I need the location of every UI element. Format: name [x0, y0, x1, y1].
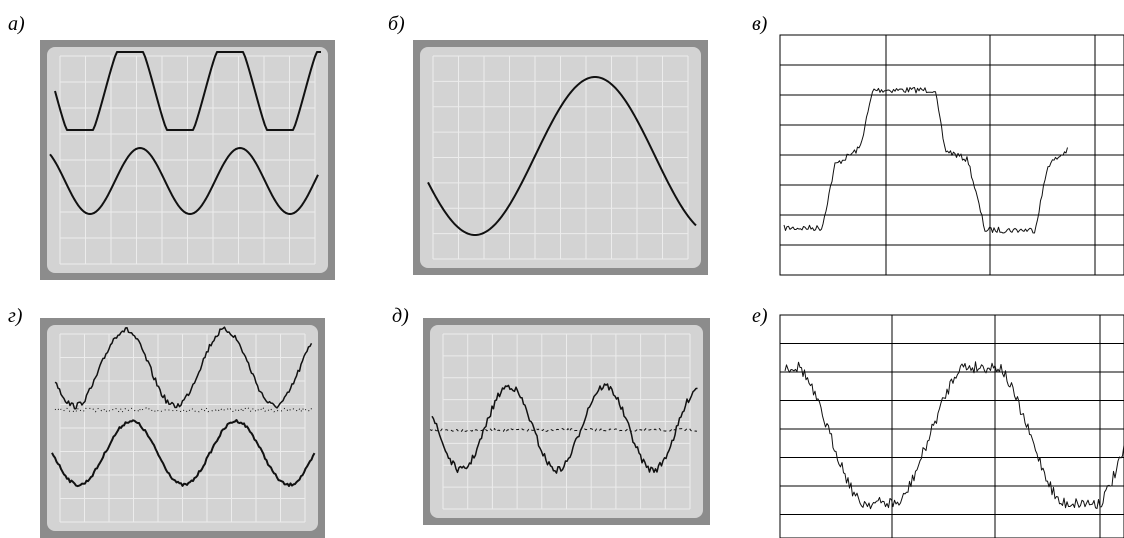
panel-label: в) — [752, 13, 768, 35]
panel-label: е) — [752, 305, 768, 327]
waveform — [784, 361, 1124, 510]
waveform — [783, 87, 1068, 234]
panel-label: а) — [8, 13, 25, 35]
waveform — [49, 147, 319, 215]
waveform — [427, 76, 697, 236]
waveform — [54, 407, 312, 413]
waveform — [54, 51, 321, 131]
waveform — [431, 383, 698, 474]
waveform — [51, 419, 316, 488]
panel-label: б) — [388, 13, 405, 35]
plot-frame — [779, 314, 1124, 538]
waveform — [54, 326, 313, 410]
panel-label: д) — [392, 305, 409, 327]
waveform — [429, 428, 698, 432]
panel-label: г) — [8, 305, 23, 327]
